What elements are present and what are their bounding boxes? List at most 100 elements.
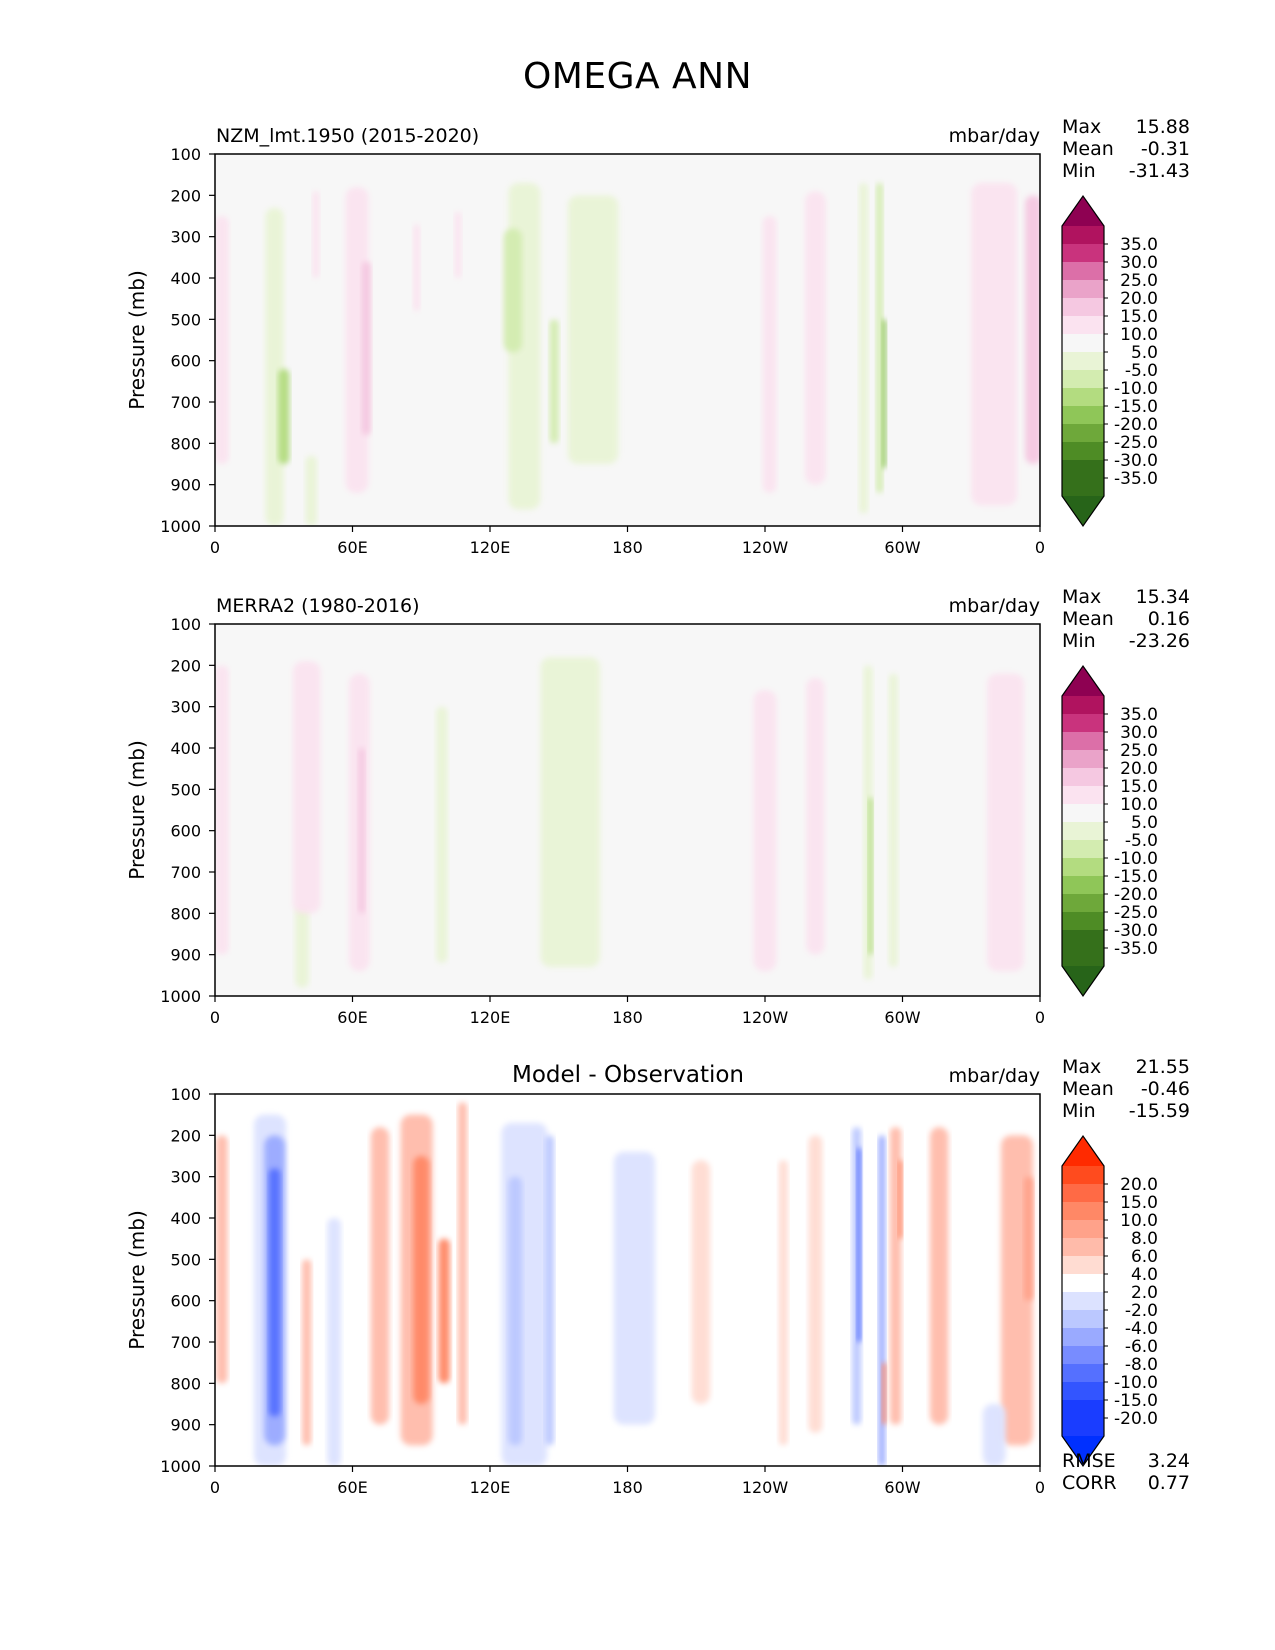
field-feature [888, 673, 898, 968]
field-feature [613, 1151, 655, 1425]
field-feature [278, 368, 290, 464]
colorbar-segment [1062, 948, 1104, 967]
colorbar-segment [1062, 714, 1104, 733]
y-tick-label: 600 [170, 1292, 201, 1311]
colorbar-tick-label: -5.0 [1125, 361, 1158, 381]
colorbar-tick-label: 25.0 [1120, 741, 1158, 761]
colorbar-segment [1062, 1166, 1104, 1185]
colorbar-outline [1061, 1134, 1105, 1468]
colorbar-tick-label: -5.0 [1125, 831, 1158, 851]
y-tick-label: 300 [170, 228, 201, 247]
colorbar-segment [1062, 478, 1104, 497]
field-feature [1023, 1176, 1034, 1301]
x-tick-label: 120E [470, 1008, 511, 1027]
field-feature [302, 1259, 312, 1446]
field-feature [370, 1127, 390, 1425]
field-feature [897, 1160, 903, 1239]
colorbar-segment [1062, 406, 1104, 425]
x-tick-label: 0 [1035, 538, 1045, 557]
colorbar-segment [1062, 822, 1104, 841]
field-feature [881, 1362, 887, 1425]
colorbar-tick-label: 10.0 [1120, 795, 1158, 815]
field-feature [268, 1168, 281, 1417]
y-tick-label: 1000 [160, 517, 201, 536]
y-tick-label: 400 [170, 269, 201, 288]
y-tick-label: 1000 [160, 1457, 201, 1476]
y-tick-label: 900 [170, 946, 201, 965]
y-tick-label: 800 [170, 1374, 201, 1393]
colorbar-tick-label: 8.0 [1131, 1229, 1158, 1249]
field-feature [808, 1135, 823, 1433]
colorbar-segment [1062, 280, 1104, 299]
colorbar-extend-bottom [1062, 966, 1104, 996]
colorbar-segment [1062, 316, 1104, 335]
field-feature [413, 1156, 430, 1404]
colorbar-outline [1061, 664, 1105, 998]
colorbar-segment [1062, 894, 1104, 913]
x-tick-label: 0 [1035, 1478, 1045, 1497]
stat-max-value: 15.34 [1136, 586, 1190, 608]
figure-title: OMEGA ANN [522, 56, 753, 97]
field-feature [545, 1135, 555, 1446]
stat-min-value: -31.43 [1129, 160, 1190, 182]
field-feature [327, 1218, 342, 1466]
colorbar-segment [1062, 912, 1104, 931]
colorbar-segment [1062, 352, 1104, 371]
contour-field [215, 657, 1024, 988]
stat-min-value: -15.59 [1129, 1100, 1190, 1122]
colorbar-tick-label: 5.0 [1131, 813, 1158, 833]
colorbar-segment [1062, 768, 1104, 787]
field-feature [312, 191, 320, 278]
panel-units: mbar/day [949, 125, 1040, 147]
colorbar-tick-label: 30.0 [1120, 723, 1158, 743]
stat-max-label: Max [1062, 116, 1101, 138]
x-tick-label: 120E [470, 538, 511, 557]
colorbar-tick-label: 30.0 [1120, 253, 1158, 273]
corr-label: CORR [1062, 1472, 1117, 1494]
field-feature [691, 1160, 710, 1404]
colorbar-tick-label: -2.0 [1125, 1301, 1158, 1321]
field-feature [567, 195, 619, 465]
stat-mean-label: Mean [1062, 608, 1114, 630]
field-feature [540, 657, 600, 968]
colorbar-tick-label: -10.0 [1114, 849, 1158, 869]
colorbar-tick-label: -30.0 [1114, 451, 1158, 471]
colorbar-segment [1062, 226, 1104, 245]
colorbar-tick-label: 35.0 [1120, 235, 1158, 255]
x-tick-label: 60W [884, 1478, 920, 1497]
colorbar-tick-label: -20.0 [1114, 885, 1158, 905]
contour-field [216, 1102, 1034, 1466]
stat-min-label: Min [1062, 1100, 1096, 1122]
panel-units: mbar/day [949, 595, 1040, 617]
colorbar-segment [1062, 1274, 1104, 1293]
colorbar-tick-label: 5.0 [1131, 343, 1158, 363]
rmse-value: 3.24 [1148, 1450, 1190, 1472]
x-tick-label: 60E [337, 538, 367, 557]
rmse-label: RMSE [1062, 1450, 1116, 1472]
x-tick-label: 180 [612, 1478, 643, 1497]
y-tick-label: 700 [170, 393, 201, 412]
field-feature [753, 690, 777, 972]
field-feature [295, 905, 309, 988]
colorbar-segment [1062, 1364, 1104, 1383]
colorbar-tick-label: -15.0 [1114, 867, 1158, 887]
colorbar-extend-bottom [1062, 1436, 1104, 1466]
colorbar-tick-label: -20.0 [1114, 1409, 1158, 1429]
y-tick-label: 700 [170, 1333, 201, 1352]
colorbar-tick-label: 10.0 [1120, 1211, 1158, 1231]
y-tick-label: 500 [170, 780, 201, 799]
colorbar-segment [1062, 858, 1104, 877]
field-feature [436, 706, 448, 963]
field-feature [858, 182, 869, 514]
x-tick-label: 180 [612, 538, 643, 557]
field-feature [806, 677, 825, 955]
colorbar-segment [1062, 1220, 1104, 1239]
x-tick-label: 60W [884, 1008, 920, 1027]
x-tick-label: 180 [612, 1008, 643, 1027]
colorbar-tick-label: 10.0 [1120, 325, 1158, 345]
field-feature [305, 455, 317, 526]
y-tick-label: 500 [170, 1250, 201, 1269]
y-tick-label: 600 [170, 352, 201, 371]
y-tick-label: 700 [170, 863, 201, 882]
field-feature [549, 319, 559, 444]
